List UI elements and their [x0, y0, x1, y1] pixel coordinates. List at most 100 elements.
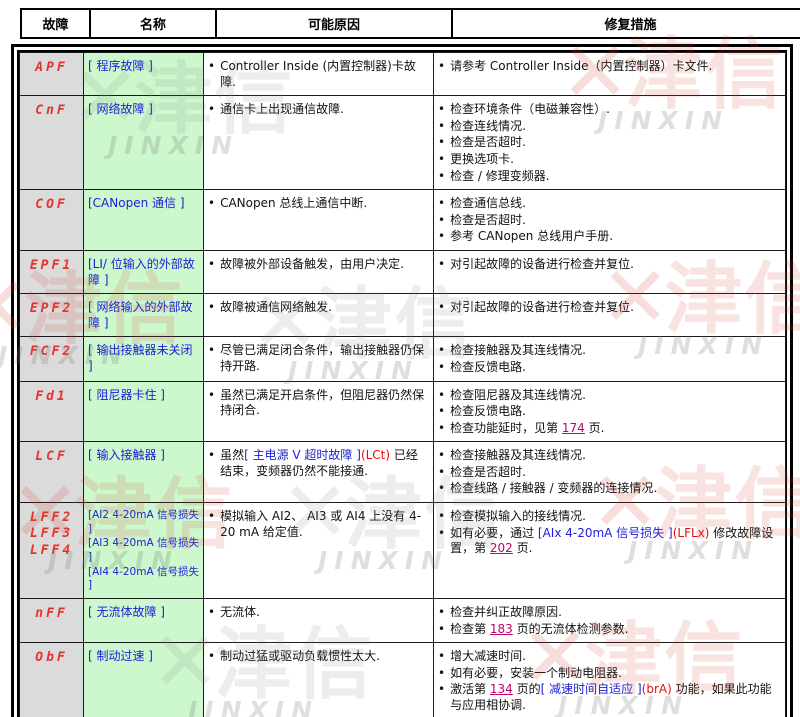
inline-name-blue: [ 主电源 V 超时故障 ] [244, 448, 361, 463]
remedy-item: • 检查第 183 页的无流体检测参数. [438, 622, 781, 638]
remedy-item-text: 激活第 134 页的[ 减速时间自适应 ](brA) 功能，如果此功能与应用相协… [450, 682, 772, 712]
fault-name-cell: [CANopen 通信 ] [83, 189, 204, 251]
fault-row-lff2: LFF2 LFF3 LFF4 [AI2 4-20mA 信号损失 ] [AI3 4-20m… [19, 502, 786, 599]
bullet-icon: • [438, 621, 446, 636]
bullet-icon: • [438, 229, 446, 244]
fault-table: 故障 名称 可能原因 修复措施 APF [ 程序故障 ] • Controller I… [11, 8, 800, 717]
cause-item-text: 无流体. [220, 604, 260, 619]
fault-name-cell: [ 输入接触器 ] [83, 441, 204, 504]
bullet-icon: • [438, 151, 446, 166]
bullet-icon: • [438, 118, 446, 133]
fault-name: [AI4 4-20mA 信号损失 ] [88, 565, 199, 592]
fault-name: [AI2 4-20mA 信号损失 ] [88, 509, 199, 535]
remedy-item: • 对引起故障的设备进行检查并复位. [438, 300, 781, 316]
remedy-item-text: 检查线路 / 接触器 / 变频器的连接情况. [450, 481, 658, 496]
remedy-item-text: 检查环境条件（电磁兼容性）. [450, 102, 610, 117]
bullet-icon: • [438, 665, 446, 680]
possible-cause-cell: • 虽然[ 主电源 V 超时故障 ](LCt) 已经结束，变频器仍然不能接通. [203, 441, 434, 504]
fault-code: EPF1 [29, 257, 74, 273]
remedy-item: • 检查 / 修理变频器. [438, 169, 781, 185]
bullet-icon: • [208, 387, 216, 402]
bullet-icon: • [438, 525, 446, 540]
remedy-item: • 检查阻尼器及其连线情况. [438, 388, 781, 404]
remedy-item: • 检查通信总线. [438, 196, 781, 212]
possible-cause-cell: • 虽然已满足开启条件，但阻尼器仍然保持闭合. [203, 380, 434, 443]
remedy-cell: • 增大减速时间. • 如有必要，安装一个制动电阻器. • 激活第 134 页的[ 减速时… [433, 642, 786, 717]
fault-row-lcf: LCF [ 输入接触器 ] • 虽然[ 主电源 V 超时故障 ](LCt) 已经结束，… [19, 441, 786, 504]
cause-item-text: Controller Inside (内置控制器)卡故障. [220, 59, 416, 89]
remedy-item-text: 检查是否超时. [450, 212, 526, 227]
fault-name: [ 阻尼器卡住 ] [88, 387, 165, 402]
fault-name: [ 网络输入的外部故障 ] [88, 300, 193, 330]
possible-cause-cell: • 尽管已满足闭合条件，输出接触器仍保持开路. [203, 336, 434, 382]
remedy-item-text: 检查并纠正故障原因. [450, 604, 562, 619]
cause-item-text: 通信卡上出现通信故障. [220, 102, 344, 117]
fault-name-cell: [ 程序故障 ] [83, 51, 204, 97]
remedy-item: • 检查功能延时，见第 174 页. [438, 421, 781, 437]
remedy-item-text: 检查反馈电路. [450, 404, 526, 419]
remedy-item: • 检查是否超时. [438, 213, 781, 229]
fault-row-cnf: CnF [ 网络故障 ] • 通信卡上出现通信故障. • 检查环境条件（电磁兼容性）. • 检… [19, 95, 786, 191]
bullet-icon: • [438, 420, 446, 435]
cause-item: • 故障被外部设备触发，由用户决定. [208, 257, 429, 273]
bullet-icon: • [438, 212, 446, 227]
column-header-remedy: 修复措施 [451, 8, 800, 39]
inline-code-red: (LCt) [360, 448, 391, 463]
remedy-item: • 检查线路 / 接触器 / 变频器的连接情况. [438, 481, 781, 497]
fault-name: [ 程序故障 ] [88, 59, 153, 73]
inline-name-blue: [ 减速时间自适应 ] [540, 682, 642, 697]
fault-row-fcf2: FCF2 [ 输出接触器未关闭 ] • 尽管已满足闭合条件，输出接触器仍保持开路. • 检… [19, 336, 786, 382]
cause-item: • 模拟输入 AI2、 AI3 或 AI4 上没有 4-20 mA 给定值. [208, 509, 429, 540]
fault-row-nff: nFF [ 无流体故障 ] • 无流体. • 检查并纠正故障原因. • 检查第 183 页的无… [19, 597, 786, 644]
remedy-item: • 检查连线情况. [438, 119, 781, 135]
bullet-icon: • [438, 448, 446, 463]
fault-name: [CANopen 通信 ] [88, 196, 185, 211]
fault-name-cell: [ 输出接触器未关闭 ] [83, 336, 204, 382]
inline-name-blue: [AIx 4-20mA 信号损失 ] [537, 525, 673, 540]
remedy-cell: • 检查并纠正故障原因. • 检查第 183 页的无流体检测参数. [433, 597, 786, 644]
bullet-icon: • [438, 300, 446, 315]
fault-code: ObF [35, 650, 68, 666]
bullet-icon: • [438, 404, 446, 419]
fault-name: [ 输入接触器 ] [88, 448, 165, 463]
cause-item: • 无流体. [208, 605, 429, 621]
bullet-icon: • [208, 604, 216, 619]
bullet-icon: • [208, 448, 216, 463]
remedy-item: • 检查是否超时. [438, 135, 781, 151]
cause-item: • 故障被通信网络触发. [208, 300, 429, 316]
cause-item-text: 故障被外部设备触发，由用户决定. [220, 256, 404, 271]
possible-cause-cell: • 故障被通信网络触发. [203, 293, 434, 338]
cause-item: • 制动过猛或驱动负载惯性太大. [208, 649, 429, 665]
bullet-icon: • [438, 168, 446, 183]
possible-cause-cell: • Controller Inside (内置控制器)卡故障. [203, 51, 434, 97]
remedy-item: • 检查模拟输入的接线情况. [438, 509, 781, 525]
page-link[interactable]: 174 [561, 420, 585, 435]
inline-code-red: (brA) [641, 682, 672, 697]
bullet-icon: • [438, 196, 446, 211]
page-link[interactable]: 183 [489, 621, 513, 636]
column-header-name: 名称 [89, 8, 217, 39]
remedy-cell: • 对引起故障的设备进行检查并复位. [433, 249, 786, 295]
remedy-item-text: 检查第 183 页的无流体检测参数. [450, 621, 629, 636]
fault-code-cell: COF [19, 189, 84, 251]
remedy-item-text: 检查通信总线. [450, 196, 526, 211]
page-link[interactable]: 202 [489, 541, 513, 556]
remedy-item-text: 检查反馈电路. [450, 359, 526, 374]
fault-code: COF [35, 197, 68, 213]
cause-item-text: 虽然[ 主电源 V 超时故障 ](LCt) 已经结束，变频器仍然不能接通. [220, 448, 418, 478]
fault-name: [ 制动过速 ] [88, 649, 153, 664]
fault-row-obf: ObF [ 制动过速 ] • 制动过猛或驱动负载惯性太大. • 增大减速时间. • 如有必要，… [19, 642, 786, 717]
remedy-item-text: 如有必要，通过 [AIx 4-20mA 信号损失 ](LFLx) 修改故障设置，… [450, 525, 774, 556]
remedy-item-text: 检查阻尼器及其连线情况. [450, 387, 586, 402]
remedy-cell: • 检查接触器及其连线情况. • 检查反馈电路. [433, 336, 786, 382]
remedy-cell: • 对引起故障的设备进行检查并复位. [433, 293, 786, 338]
bullet-icon: • [438, 59, 446, 73]
remedy-item-text: 检查接触器及其连线情况. [450, 448, 586, 463]
remedy-item-text: 更换选项卡. [450, 151, 514, 166]
possible-cause-cell: • 模拟输入 AI2、 AI3 或 AI4 上没有 4-20 mA 给定值. [203, 502, 434, 599]
fault-code: CnF [35, 103, 68, 119]
fault-name-cell: [AI2 4-20mA 信号损失 ] [AI3 4-20mA 信号损失 ] [AI4… [83, 502, 204, 599]
bullet-icon: • [208, 649, 216, 664]
page-link[interactable]: 134 [489, 682, 513, 697]
remedy-item-text: 检查 / 修理变频器. [450, 168, 550, 183]
